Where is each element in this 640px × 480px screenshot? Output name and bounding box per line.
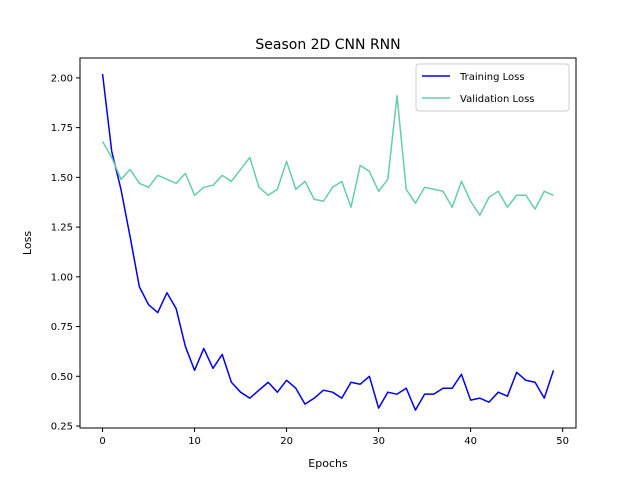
- y-tick-label: 1.25: [51, 223, 73, 234]
- chart-title: Season 2D CNN RNN: [255, 37, 400, 53]
- plot-frame: [79, 57, 577, 429]
- x-tick-label: 20: [280, 436, 293, 447]
- x-axis-label: Epochs: [308, 457, 348, 470]
- x-tick-label: 0: [99, 436, 105, 447]
- x-tick-label: 50: [556, 436, 569, 447]
- y-tick-label: 2.00: [51, 73, 73, 84]
- y-tick-label: 1.75: [51, 123, 73, 134]
- y-tick-label: 0.50: [51, 372, 73, 383]
- training-loss-line: [101, 73, 555, 411]
- validation-loss-line: [101, 95, 554, 216]
- x-tick-label: 10: [188, 436, 201, 447]
- x-tick-label: 40: [464, 436, 477, 447]
- y-tick-label: 0.75: [51, 322, 73, 333]
- legend-label: Training Loss: [459, 72, 525, 83]
- y-tick-label: 1.00: [51, 272, 73, 283]
- x-tick-label: 30: [372, 436, 385, 447]
- y-tick-label: 0.25: [51, 422, 73, 433]
- legend-label: Validation Loss: [460, 94, 535, 105]
- y-tick-label: 1.50: [51, 173, 73, 184]
- plot-area: [101, 73, 555, 411]
- y-axis-label: Loss: [21, 231, 34, 255]
- legend-box: [415, 63, 570, 112]
- legend: Training Loss Validation Loss: [415, 63, 570, 112]
